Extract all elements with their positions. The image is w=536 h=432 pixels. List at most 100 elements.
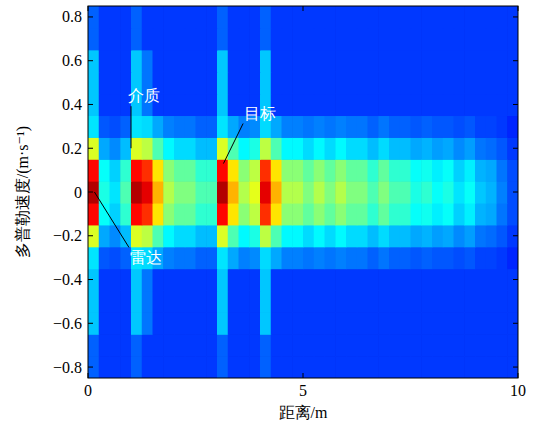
heatmap-cell: [303, 28, 314, 50]
heatmap-cell: [217, 50, 228, 72]
heatmap-cell: [271, 50, 282, 72]
heatmap-cell: [239, 203, 250, 225]
heatmap-cell: [464, 225, 475, 247]
heatmap-cell: [335, 225, 346, 247]
heatmap-cell: [475, 28, 486, 50]
heatmap-cell: [228, 312, 239, 334]
heatmap-cell: [239, 181, 250, 203]
heatmap-cell: [153, 181, 164, 203]
heatmap-cell: [196, 312, 207, 334]
heatmap-cell: [335, 94, 346, 116]
heatmap-cell: [497, 203, 508, 225]
heatmap-cell: [239, 28, 250, 50]
heatmap-cell: [228, 225, 239, 247]
heatmap-cell: [196, 50, 207, 72]
x-axis-title: 距离/m: [279, 404, 328, 421]
heatmap-cell: [411, 334, 422, 356]
heatmap-cell: [314, 72, 325, 94]
heatmap-cell: [88, 312, 99, 334]
heatmap-cell: [88, 115, 99, 137]
heatmap-cell: [196, 159, 207, 181]
heatmap-cell: [217, 247, 228, 269]
heatmap-cell: [142, 269, 153, 291]
heatmap-cell: [110, 6, 121, 28]
heatmap-cell: [228, 159, 239, 181]
heatmap-cell: [389, 356, 400, 378]
heatmap-cell: [497, 159, 508, 181]
heatmap-cell: [486, 115, 497, 137]
heatmap-cell: [217, 225, 228, 247]
heatmap-cell: [174, 115, 185, 137]
heatmap-cell: [174, 6, 185, 28]
heatmap-cell: [475, 312, 486, 334]
heatmap-cell: [432, 334, 443, 356]
heatmap-cell: [196, 181, 207, 203]
heatmap-cell: [131, 203, 142, 225]
heatmap-cell: [314, 28, 325, 50]
heatmap-cell: [271, 334, 282, 356]
heatmap-cell: [163, 6, 174, 28]
heatmap-cell: [378, 269, 389, 291]
x-tick: [303, 373, 304, 378]
heatmap-cell: [185, 137, 196, 159]
heatmap-cell: [249, 247, 260, 269]
heatmap-cell: [400, 181, 411, 203]
heatmap-cell: [378, 137, 389, 159]
heatmap-cell: [163, 290, 174, 312]
heatmap-cell: [153, 225, 164, 247]
heatmap-cell: [443, 203, 454, 225]
heatmap-cell: [411, 312, 422, 334]
heatmap-cell: [443, 334, 454, 356]
heatmap-cell: [153, 137, 164, 159]
heatmap-cell: [325, 94, 336, 116]
annotation-leader: [94, 192, 129, 247]
heatmap-cell: [239, 50, 250, 72]
heatmap-cell: [497, 72, 508, 94]
heatmap-cell: [303, 181, 314, 203]
heatmap-cell: [120, 50, 131, 72]
heatmap-cell: [507, 247, 518, 269]
heatmap-cell: [454, 203, 465, 225]
heatmap-cell: [389, 115, 400, 137]
heatmap-cell: [239, 290, 250, 312]
heatmap-cell: [421, 72, 432, 94]
x-tick-label: 10: [510, 382, 526, 399]
heatmap-cell: [163, 50, 174, 72]
heatmap-cell: [206, 115, 217, 137]
heatmap-cell: [378, 290, 389, 312]
heatmap-cell: [206, 94, 217, 116]
heatmap-cell: [239, 312, 250, 334]
heatmap-cell: [464, 334, 475, 356]
y-tick-label: −0.2: [53, 227, 82, 244]
heatmap-cell: [475, 203, 486, 225]
heatmap-cell: [411, 203, 422, 225]
chart: 介质目标雷达0510−0.8−0.6−0.4−0.200.20.40.60.8距…: [0, 0, 536, 432]
heatmap-cell: [249, 50, 260, 72]
heatmap-cell: [303, 334, 314, 356]
heatmap-cell: [432, 50, 443, 72]
heatmap-cell: [497, 269, 508, 291]
heatmap-cell: [110, 94, 121, 116]
heatmap-cell: [292, 290, 303, 312]
heatmap-cell: [217, 28, 228, 50]
heatmap-cell: [497, 312, 508, 334]
heatmap-cell: [271, 6, 282, 28]
y-tick-label: 0.2: [62, 140, 82, 157]
heatmap-cell: [292, 225, 303, 247]
heatmap-cell: [507, 50, 518, 72]
heatmap-cell: [346, 6, 357, 28]
heatmap-cell: [346, 203, 357, 225]
heatmap-cell: [131, 356, 142, 378]
heatmap-cell: [507, 6, 518, 28]
plot-frame: [88, 6, 518, 378]
heatmap-cell: [174, 50, 185, 72]
heatmap-cell: [142, 312, 153, 334]
heatmap-cell: [88, 290, 99, 312]
heatmap-cell: [88, 181, 99, 203]
y-tick-label: 0.8: [62, 8, 82, 25]
heatmap-cell: [303, 203, 314, 225]
heatmap-cell: [249, 334, 260, 356]
heatmap-cell: [507, 334, 518, 356]
heatmap-cell: [432, 181, 443, 203]
heatmap-cell: [196, 290, 207, 312]
